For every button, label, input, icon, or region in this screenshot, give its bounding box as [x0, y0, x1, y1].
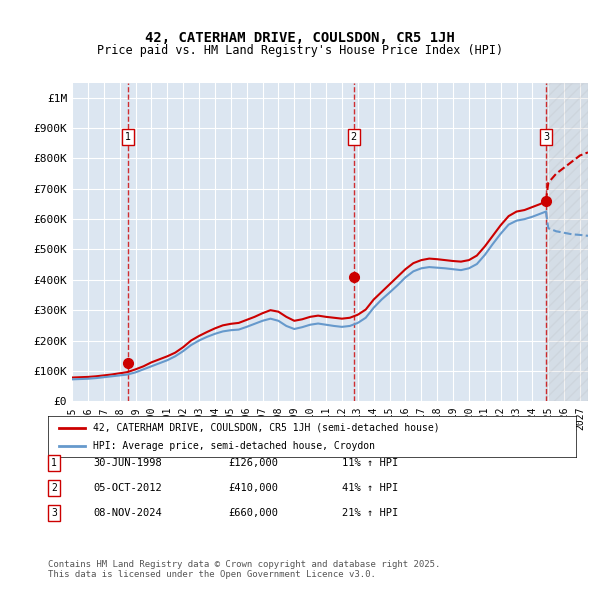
Text: 05-OCT-2012: 05-OCT-2012: [93, 483, 162, 493]
Text: Contains HM Land Registry data © Crown copyright and database right 2025.
This d: Contains HM Land Registry data © Crown c…: [48, 560, 440, 579]
Text: Price paid vs. HM Land Registry's House Price Index (HPI): Price paid vs. HM Land Registry's House …: [97, 44, 503, 57]
Text: 41% ↑ HPI: 41% ↑ HPI: [342, 483, 398, 493]
Text: 08-NOV-2024: 08-NOV-2024: [93, 508, 162, 517]
Text: £660,000: £660,000: [228, 508, 278, 517]
Text: £126,000: £126,000: [228, 458, 278, 468]
Text: 1: 1: [125, 132, 131, 142]
Text: 3: 3: [543, 132, 549, 142]
Text: 2: 2: [350, 132, 357, 142]
Text: HPI: Average price, semi-detached house, Croydon: HPI: Average price, semi-detached house,…: [93, 441, 375, 451]
Text: 3: 3: [51, 508, 57, 517]
Text: 30-JUN-1998: 30-JUN-1998: [93, 458, 162, 468]
Text: £410,000: £410,000: [228, 483, 278, 493]
Text: 42, CATERHAM DRIVE, COULSDON, CR5 1JH (semi-detached house): 42, CATERHAM DRIVE, COULSDON, CR5 1JH (s…: [93, 422, 440, 432]
Text: 2: 2: [51, 483, 57, 493]
Text: 11% ↑ HPI: 11% ↑ HPI: [342, 458, 398, 468]
Text: 21% ↑ HPI: 21% ↑ HPI: [342, 508, 398, 517]
Bar: [546, 83, 588, 401]
Text: 42, CATERHAM DRIVE, COULSDON, CR5 1JH: 42, CATERHAM DRIVE, COULSDON, CR5 1JH: [145, 31, 455, 45]
Text: 1: 1: [51, 458, 57, 468]
